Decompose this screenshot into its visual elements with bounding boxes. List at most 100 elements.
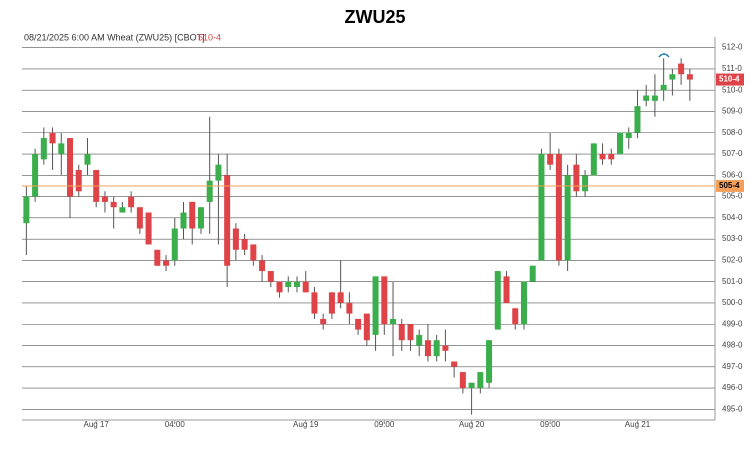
candle-body — [171, 228, 178, 261]
x-tick-label: 09:00 — [374, 420, 395, 429]
x-tick-label: Aug 21 — [625, 420, 651, 429]
candle-body — [520, 281, 527, 325]
candle-body — [337, 292, 344, 303]
candle-body — [250, 244, 257, 261]
high-marker — [658, 53, 670, 58]
y-tick-label: 497-0 — [722, 362, 743, 371]
y-tick-label: 505-0 — [722, 192, 743, 201]
candle-body — [276, 281, 283, 293]
candle-body — [407, 324, 414, 341]
candle-body — [23, 196, 30, 224]
y-tick-label: 507-0 — [722, 149, 743, 158]
candle-body — [416, 334, 423, 346]
candle-body — [285, 281, 292, 288]
y-tick-label: 508-0 — [722, 128, 743, 137]
candle-body — [197, 207, 204, 229]
last-price-tag — [716, 73, 744, 86]
candle-body — [625, 132, 632, 139]
candle-body — [451, 361, 458, 367]
y-tick-label: 498-0 — [722, 341, 743, 350]
candle-body — [424, 340, 431, 357]
candle-body — [555, 154, 562, 261]
candle-body — [442, 345, 449, 351]
header-last-price: 510-4 — [198, 32, 221, 42]
y-tick-label: 495-0 — [722, 404, 743, 413]
candle-body — [180, 212, 187, 229]
y-tick-label: 500-0 — [722, 298, 743, 307]
y-tick-label: 506-0 — [722, 170, 743, 179]
candle-body — [67, 138, 74, 197]
candle-body — [660, 84, 667, 91]
y-tick-label: 510-0 — [722, 85, 743, 94]
candle-body — [363, 313, 370, 341]
candle-body — [477, 372, 484, 389]
candle-body — [302, 281, 309, 293]
y-tick-label: 503-0 — [722, 234, 743, 243]
candle-body — [503, 276, 510, 303]
candle-body — [232, 228, 239, 250]
candle-body — [58, 143, 65, 155]
candle-body — [110, 201, 117, 208]
candle-body — [163, 260, 170, 266]
candle-body — [206, 180, 213, 202]
candle-body — [189, 201, 196, 229]
candle-body — [145, 212, 152, 245]
reference-label: 505-4 — [719, 181, 740, 190]
y-tick-label: 496-0 — [722, 383, 743, 392]
y-tick-label: 511-0 — [722, 64, 742, 73]
y-tick-label: 509-0 — [722, 107, 743, 116]
candle-body — [328, 292, 335, 314]
candle-body — [643, 95, 650, 101]
candle-body — [372, 276, 379, 335]
candle-body — [686, 74, 693, 80]
candle-body — [634, 106, 641, 133]
candle-body — [529, 265, 536, 282]
candle-body — [101, 196, 108, 202]
candle-body — [215, 164, 222, 181]
candle-body — [678, 63, 685, 75]
candle-body — [512, 308, 519, 325]
chart-subtitle: 08/21/2025 6:00 AM Wheat (ZWU25) [CBOT] — [24, 32, 205, 42]
candle-body — [293, 281, 300, 288]
candle-body — [241, 239, 248, 250]
candle-body — [224, 175, 231, 266]
candle-body — [494, 271, 501, 330]
candle-body — [346, 302, 353, 314]
x-tick-label: Aug 19 — [293, 420, 319, 429]
last-price-label: 510-4 — [719, 75, 740, 84]
y-tick-label: 504-0 — [722, 213, 743, 222]
x-tick-label: 09:00 — [540, 420, 561, 429]
candle-body — [311, 292, 318, 314]
candle-body — [40, 138, 47, 160]
candle-body — [128, 196, 135, 208]
x-tick-label: Aug 17 — [84, 420, 110, 429]
candle-body — [486, 340, 493, 383]
candle-body — [136, 207, 143, 229]
candle-body — [267, 271, 274, 282]
candle-body — [381, 276, 388, 325]
candle-body — [573, 164, 580, 192]
candle-body — [75, 169, 82, 192]
candle-body — [599, 154, 606, 160]
candle-body — [119, 207, 126, 213]
candle-body — [390, 318, 397, 325]
candle-body — [538, 154, 545, 261]
y-tick-label: 502-0 — [722, 256, 743, 265]
candle-body — [320, 318, 327, 325]
candle-body — [608, 154, 615, 160]
candle-body — [32, 154, 39, 197]
candle-body — [459, 372, 466, 389]
candle-body — [564, 175, 571, 261]
candle-body — [355, 318, 362, 330]
y-tick-label: 501-0 — [722, 277, 743, 286]
candle-body — [468, 382, 475, 389]
candle-body — [590, 143, 597, 176]
chart-title: ZWU25 — [344, 7, 405, 27]
candle-body — [433, 340, 440, 357]
candle-body — [547, 154, 554, 165]
candle-body — [651, 95, 658, 101]
candle-body — [669, 74, 676, 80]
candle-body — [49, 132, 56, 144]
